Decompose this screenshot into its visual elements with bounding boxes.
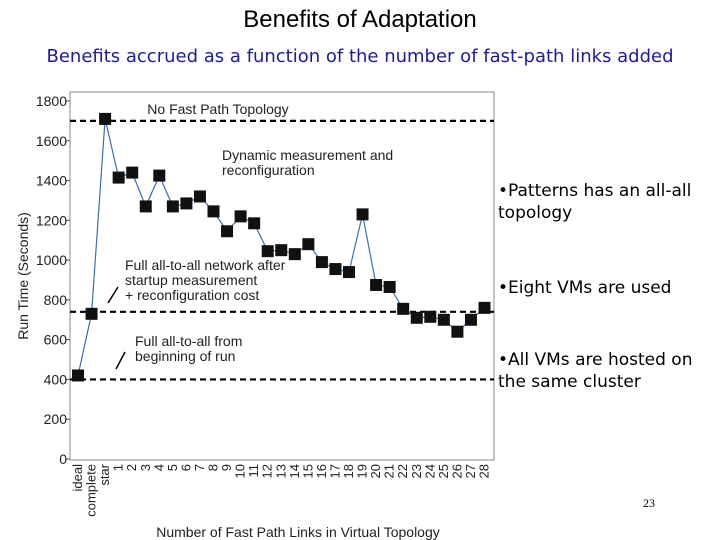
data-point bbox=[315, 256, 328, 269]
x-tick-label: 1 bbox=[111, 464, 126, 471]
x-tick-label: 5 bbox=[165, 464, 180, 471]
annotation-text: startup measurement bbox=[125, 272, 257, 288]
x-tick-label: 2 bbox=[124, 464, 139, 471]
reference-line-label: No Fast Path Topology bbox=[147, 101, 288, 117]
x-tick-label: 3 bbox=[138, 464, 153, 471]
data-point bbox=[153, 169, 166, 182]
data-point bbox=[180, 197, 193, 210]
slide-title: Benefits of Adaptation bbox=[243, 6, 477, 33]
data-point bbox=[343, 266, 355, 279]
data-point bbox=[112, 171, 125, 184]
data-point bbox=[424, 310, 437, 323]
data-point bbox=[356, 208, 369, 221]
annotation-text: Full all-to-all from bbox=[135, 333, 242, 349]
bullet-topology: •Patterns has an all-all topology bbox=[498, 181, 692, 223]
x-tick-label: 24 bbox=[422, 464, 437, 478]
data-point bbox=[370, 278, 383, 291]
x-tick-label: 10 bbox=[233, 464, 248, 478]
data-point bbox=[207, 205, 220, 218]
data-point bbox=[451, 325, 464, 338]
x-tick-label: 12 bbox=[260, 464, 275, 478]
x-tick-label: 21 bbox=[382, 464, 397, 478]
data-point bbox=[85, 307, 98, 320]
y-tick-label: 200 bbox=[44, 411, 68, 427]
plot-frame bbox=[69, 91, 495, 461]
x-tick-label: 18 bbox=[341, 464, 356, 478]
x-tick-label: star bbox=[97, 463, 112, 485]
x-tick-label: 26 bbox=[449, 464, 464, 478]
data-point bbox=[139, 200, 152, 213]
x-tick-label: 9 bbox=[219, 464, 234, 471]
annotation-text: Full all-to-all network after bbox=[125, 257, 286, 273]
annotation-text: reconfiguration bbox=[222, 162, 315, 178]
y-tick-label: 1000 bbox=[36, 252, 67, 268]
x-tick-label: 15 bbox=[300, 464, 315, 478]
data-point bbox=[72, 369, 84, 382]
data-point bbox=[275, 244, 288, 257]
data-point bbox=[478, 301, 491, 314]
page-number: 23 bbox=[643, 496, 655, 510]
x-tick-label: 28 bbox=[477, 464, 492, 478]
x-tick-label: 25 bbox=[436, 464, 451, 478]
x-tick-label: 14 bbox=[287, 464, 302, 478]
bullet-cluster: •All VMs are hosted on the same cluster bbox=[498, 350, 693, 392]
bullet-vm-count: •Eight VMs are used bbox=[498, 278, 672, 298]
x-tick-label: 13 bbox=[273, 464, 288, 478]
x-tick-label: 20 bbox=[368, 464, 383, 478]
annotation-arrow bbox=[115, 351, 126, 370]
x-tick-label: 19 bbox=[355, 464, 370, 478]
y-tick-label: 400 bbox=[44, 371, 68, 387]
y-tick-label: 600 bbox=[44, 332, 68, 348]
data-point bbox=[410, 311, 423, 324]
annotation-text: + reconfiguration cost bbox=[125, 287, 259, 303]
data-point bbox=[437, 313, 450, 326]
y-tick-label: 1800 bbox=[36, 93, 67, 109]
y-tick-label: 800 bbox=[44, 292, 68, 308]
x-tick-label: 16 bbox=[314, 464, 329, 478]
x-tick-label: 11 bbox=[246, 464, 261, 478]
x-tick-label: 4 bbox=[151, 464, 166, 471]
data-point bbox=[221, 225, 234, 238]
x-tick-label: 17 bbox=[327, 464, 342, 478]
y-tick-label: 1400 bbox=[36, 173, 67, 189]
data-point bbox=[166, 200, 179, 213]
x-axis-label: Number of Fast Path Links in Virtual Top… bbox=[156, 524, 440, 540]
data-point bbox=[329, 263, 342, 276]
data-point bbox=[397, 302, 410, 315]
annotation-text: Dynamic measurement and bbox=[222, 147, 393, 163]
data-point bbox=[248, 217, 261, 230]
data-point bbox=[193, 190, 206, 203]
data-point bbox=[126, 166, 139, 179]
data-point bbox=[288, 248, 301, 261]
annotation-text: beginning of run bbox=[135, 348, 235, 364]
y-axis-label: Run Time (Seconds) bbox=[15, 212, 31, 340]
data-point bbox=[99, 112, 112, 125]
data-point bbox=[464, 313, 477, 326]
x-tick-label: 22 bbox=[395, 464, 410, 478]
x-tick-label: 8 bbox=[206, 464, 221, 471]
data-point bbox=[234, 210, 247, 223]
y-tick-label: 0 bbox=[59, 451, 67, 467]
x-tick-label: 27 bbox=[463, 464, 478, 478]
x-tick-label: complete bbox=[84, 464, 99, 517]
x-tick-label: ideal bbox=[70, 464, 85, 492]
annotation-arrow bbox=[107, 286, 119, 304]
slide-subtitle: Benefits accrued as a function of the nu… bbox=[46, 46, 674, 67]
x-tick-label: 23 bbox=[409, 464, 424, 478]
x-tick-label: 6 bbox=[178, 464, 193, 471]
data-point bbox=[261, 245, 274, 258]
data-point bbox=[383, 280, 396, 293]
y-tick-label: 1200 bbox=[36, 212, 67, 228]
x-tick-label: 7 bbox=[192, 464, 207, 471]
data-point bbox=[302, 238, 315, 251]
y-tick-label: 1600 bbox=[36, 133, 67, 149]
